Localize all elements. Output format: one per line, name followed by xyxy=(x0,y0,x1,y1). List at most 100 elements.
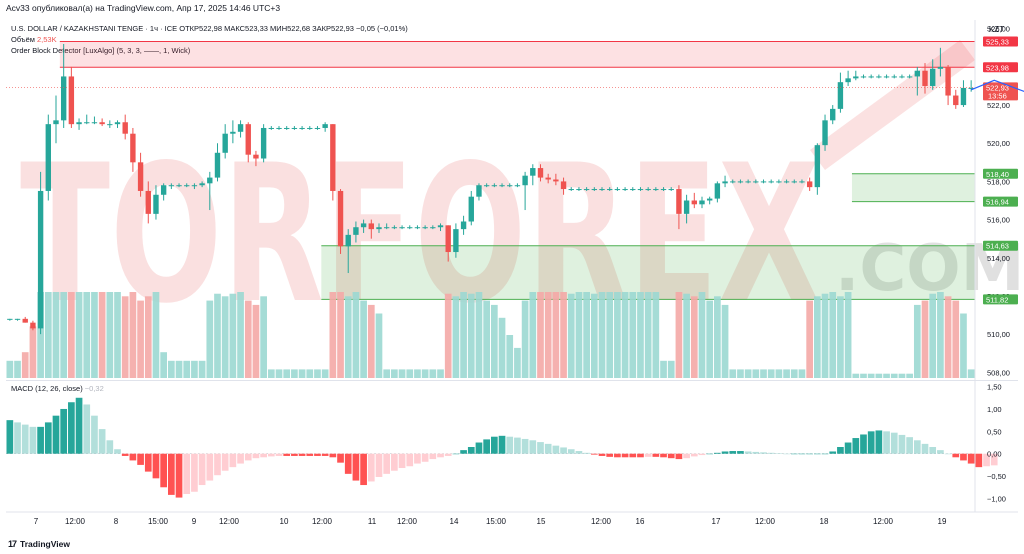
macd-bar xyxy=(91,415,98,454)
volume-bar xyxy=(967,369,975,378)
macd-bar xyxy=(321,453,329,456)
currency-label[interactable]: KZT xyxy=(988,25,1004,34)
macd-bar xyxy=(790,453,798,455)
candle-body xyxy=(214,152,221,178)
macd-bar xyxy=(375,453,383,477)
macd-bar xyxy=(944,453,952,455)
candle-body xyxy=(307,127,313,129)
volume-bar xyxy=(675,292,683,378)
volume-bar xyxy=(414,369,421,378)
macd-bar xyxy=(437,453,444,458)
volume-bar xyxy=(783,369,790,378)
volume-bar xyxy=(221,296,229,378)
volume-bar xyxy=(883,373,890,378)
time-tick-label: 11 xyxy=(368,517,377,526)
candle-body xyxy=(776,181,782,183)
candle-body xyxy=(622,189,628,191)
volume-bar xyxy=(137,300,144,378)
macd-bar xyxy=(937,450,944,454)
candle-body xyxy=(791,181,797,183)
macd-tick-label: 0,50 xyxy=(987,427,1002,436)
price-tag-bull xyxy=(983,240,1018,251)
macd-legend[interactable]: MACD (12, 26, close) −0,32 xyxy=(11,384,104,393)
candle-body xyxy=(184,185,190,187)
volume-bar xyxy=(168,360,175,378)
candle-body xyxy=(499,185,505,187)
candle-body xyxy=(176,185,182,187)
volume-bar xyxy=(37,292,44,378)
macd-bar xyxy=(798,453,806,455)
candle-body xyxy=(530,168,536,176)
candle-body xyxy=(253,154,259,159)
macd-bar xyxy=(29,426,37,454)
volume-bar xyxy=(521,300,529,378)
price-tag-text: 514,63 xyxy=(986,242,1009,251)
candle-body xyxy=(345,234,351,247)
volume-bar xyxy=(537,292,544,378)
published-header: Acv33 опубликовал(а) на TradingView.com,… xyxy=(6,3,281,13)
macd-bar xyxy=(583,452,590,454)
candle-body xyxy=(930,68,936,86)
macd-bar xyxy=(214,453,221,476)
volume-bar xyxy=(452,296,460,378)
volume-legend[interactable]: Объём 2,53K xyxy=(11,35,57,44)
volume-bar xyxy=(814,296,821,378)
macd-bar xyxy=(614,453,621,458)
volume-bar xyxy=(667,360,675,378)
volume-bar xyxy=(690,296,698,378)
volume-bar xyxy=(637,292,644,378)
ohlc-readout: ОТКР522,98 МАКС523,33 МИН522,68 ЗАКР522,… xyxy=(179,24,408,33)
macd-bar xyxy=(690,453,698,457)
volume-bar xyxy=(544,292,552,378)
volume-bar xyxy=(352,292,360,378)
axes: 526,00524,00522,00520,00518,00516,00514,… xyxy=(6,20,1018,526)
price-tick-label: 516,00 xyxy=(987,216,1010,225)
volume-bar xyxy=(275,369,283,378)
macd-bar xyxy=(168,453,175,495)
candle-body xyxy=(445,225,451,253)
macd-bar xyxy=(121,453,129,456)
volume-bar xyxy=(214,293,221,378)
volume-bar xyxy=(913,304,921,378)
volume-bar xyxy=(491,304,498,378)
macd-bar xyxy=(767,452,775,454)
price-tag-text: 523,98 xyxy=(986,63,1009,72)
candle-body xyxy=(337,190,344,247)
macd-bar xyxy=(552,445,560,454)
tradingview-footer[interactable]: 17 TradingView xyxy=(8,539,70,549)
volume-bar xyxy=(429,369,437,378)
volume-bars xyxy=(6,292,975,378)
macd-bar xyxy=(898,434,906,454)
macd-tick-label: 0,00 xyxy=(987,450,1002,459)
macd-bar xyxy=(852,438,860,454)
macd-bar xyxy=(37,426,44,454)
volume-bar xyxy=(129,292,137,378)
volume-bar xyxy=(898,373,906,378)
candle-body xyxy=(137,162,144,191)
candle-body xyxy=(714,183,721,199)
candle-body xyxy=(160,185,167,195)
volume-bar xyxy=(267,369,275,378)
macd-bar xyxy=(644,453,652,457)
volume-bar xyxy=(952,300,960,378)
brand-name: TradingView xyxy=(20,539,70,549)
volume-bar xyxy=(937,292,944,378)
volume-bar xyxy=(721,304,729,378)
macd-bar xyxy=(237,453,244,464)
macd-bar xyxy=(698,453,706,456)
time-tick-label: 7 xyxy=(34,517,39,526)
macd-bar xyxy=(160,453,167,488)
macd-bar xyxy=(152,453,160,479)
macd-bar xyxy=(737,451,744,454)
candle-body xyxy=(60,76,67,121)
macd-bar xyxy=(606,453,614,457)
volume-bar xyxy=(929,293,937,378)
candle-body xyxy=(207,177,213,184)
candle-body xyxy=(460,221,467,230)
volume-bar xyxy=(206,300,214,378)
candle-body xyxy=(607,189,613,191)
price-tick-label: 522,00 xyxy=(987,101,1010,110)
indicator-legend[interactable]: Order Block Detector [LuxAlgo] (5, 3, 3,… xyxy=(11,46,191,55)
symbol-legend[interactable]: U.S. DOLLAR / KAZAKHSTANI TENGE · 1ч · I… xyxy=(11,24,408,33)
